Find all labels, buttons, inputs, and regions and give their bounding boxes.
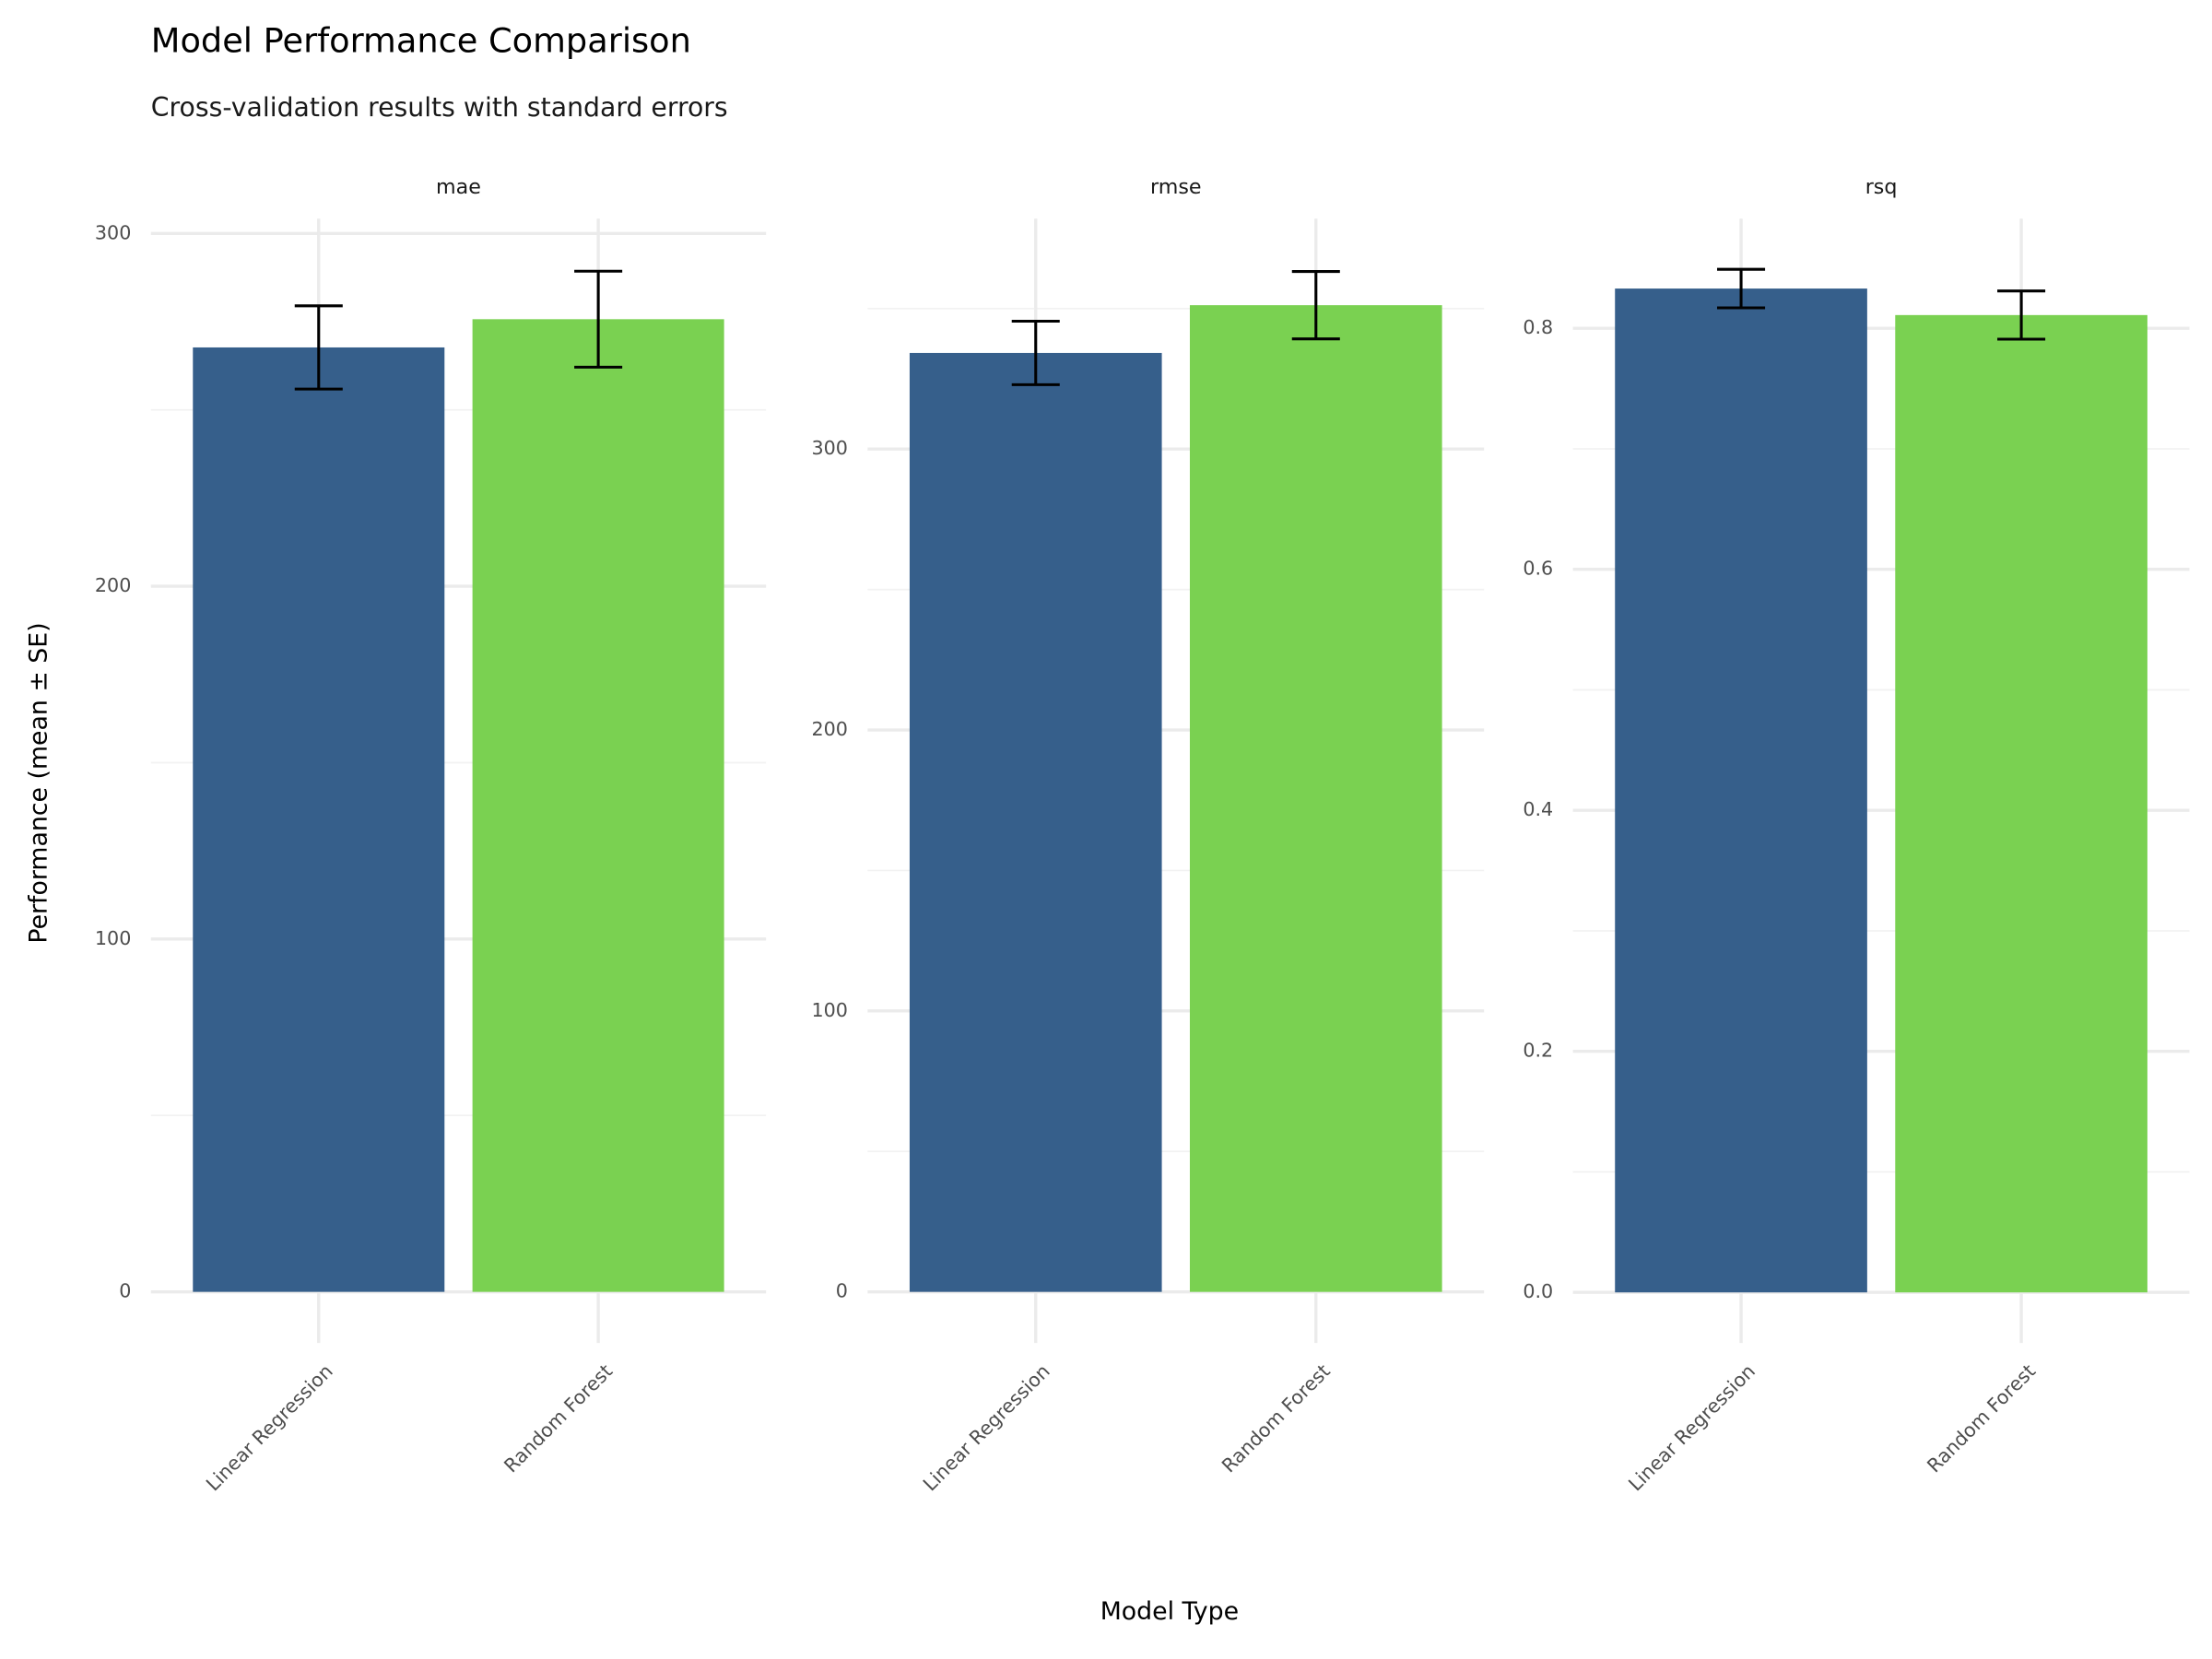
- y-tick-label: 0.6: [1523, 558, 1553, 580]
- bar: [1615, 288, 1867, 1293]
- bar: [193, 347, 445, 1292]
- bar: [909, 352, 1162, 1292]
- y-tick-label: 200: [811, 718, 847, 740]
- y-tick-label: 0: [119, 1280, 131, 1302]
- error-bar: [1011, 319, 1060, 386]
- y-tick-label: 0: [836, 1280, 848, 1302]
- y-tick-label: 200: [95, 574, 131, 596]
- chart-title: Model Performance Comparison: [151, 20, 691, 60]
- y-tick-label: 0.8: [1523, 316, 1553, 338]
- x-axis-title: Model Type: [1100, 1597, 1239, 1626]
- error-bar: [574, 269, 623, 369]
- y-axis-title: Performance (mean ± SE): [24, 622, 53, 943]
- y-tick-label: 0.4: [1523, 798, 1553, 820]
- y-tick-label: 300: [95, 221, 131, 243]
- y-tick-label: 300: [811, 437, 847, 459]
- bar: [1895, 314, 2147, 1293]
- y-tick-label: 100: [95, 927, 131, 949]
- y-tick-label: 0.0: [1523, 1280, 1553, 1302]
- error-bar: [1997, 289, 2046, 341]
- error-bar: [294, 304, 343, 391]
- error-bar: [1291, 270, 1340, 341]
- y-tick-label: 0.2: [1523, 1040, 1553, 1062]
- facet-label: rmse: [1150, 175, 1202, 199]
- bar: [1189, 305, 1442, 1292]
- error-bar: [1717, 267, 1766, 310]
- bar: [472, 319, 724, 1292]
- facet-label: mae: [436, 175, 481, 199]
- facet-label: rsq: [1865, 175, 1898, 199]
- y-tick-label: 100: [811, 999, 847, 1021]
- chart-subtitle: Cross-validation results with standard e…: [151, 92, 728, 123]
